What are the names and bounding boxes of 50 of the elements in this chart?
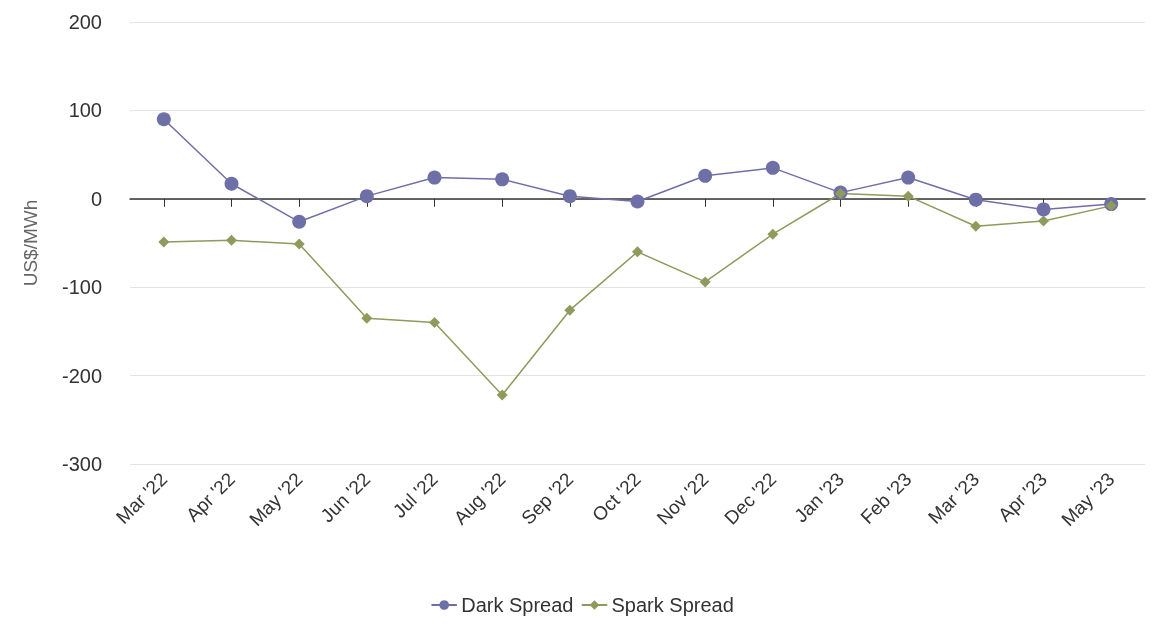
- x-tick-label: Apr '22: [181, 468, 239, 526]
- point: [632, 246, 643, 258]
- point: [429, 317, 440, 329]
- y-tick-label: 100: [68, 99, 102, 122]
- point: [968, 192, 983, 207]
- point: [970, 220, 982, 232]
- legend-label: Dark Spread: [461, 594, 574, 616]
- x-tick-label: Jan '23: [790, 468, 848, 527]
- point: [224, 176, 239, 191]
- x-tick-label: Feb '23: [856, 468, 916, 528]
- point: [902, 190, 914, 202]
- point: [765, 160, 780, 175]
- x-tick-label: Apr '23: [993, 468, 1051, 526]
- point: [292, 214, 307, 229]
- x-tick-label: Mar '22: [112, 468, 172, 528]
- x-tick-label: Aug '22: [449, 468, 510, 529]
- y-tick-label: -200: [61, 364, 102, 387]
- point: [1038, 215, 1049, 227]
- point: [427, 170, 442, 185]
- point: [361, 312, 373, 324]
- y-tick-label: 0: [90, 187, 102, 210]
- point: [1036, 202, 1051, 217]
- y-axis-title: US$/MWh: [20, 199, 41, 287]
- x-tick-label: Dec '22: [720, 468, 781, 529]
- point: [496, 389, 508, 401]
- x-tick-label: Nov '22: [652, 468, 713, 529]
- x-tick-label: Sep '22: [517, 468, 578, 529]
- x-tick-label: May '22: [245, 468, 307, 531]
- point: [699, 276, 711, 288]
- point: [156, 112, 171, 127]
- point: [901, 170, 916, 185]
- point: [564, 304, 576, 316]
- point: [630, 194, 645, 209]
- y-tick-label: -300: [61, 453, 102, 475]
- x-tick-label: Jun '22: [316, 468, 375, 527]
- x-tick-label: May '23: [1057, 468, 1119, 531]
- point: [562, 189, 577, 204]
- y-tick-label: -100: [61, 276, 102, 299]
- point: [698, 168, 713, 183]
- x-tick-label: Mar '23: [924, 468, 984, 528]
- x-tick-label: Jul '22: [388, 468, 442, 522]
- point: [495, 172, 510, 187]
- x-tick-label: Oct '22: [587, 468, 645, 526]
- point: [226, 234, 237, 246]
- point: [293, 238, 305, 250]
- legend-label: Spark Spread: [611, 594, 734, 616]
- point: [767, 228, 779, 240]
- point: [158, 236, 170, 248]
- point: [359, 189, 374, 204]
- y-tick-label: 200: [68, 11, 102, 33]
